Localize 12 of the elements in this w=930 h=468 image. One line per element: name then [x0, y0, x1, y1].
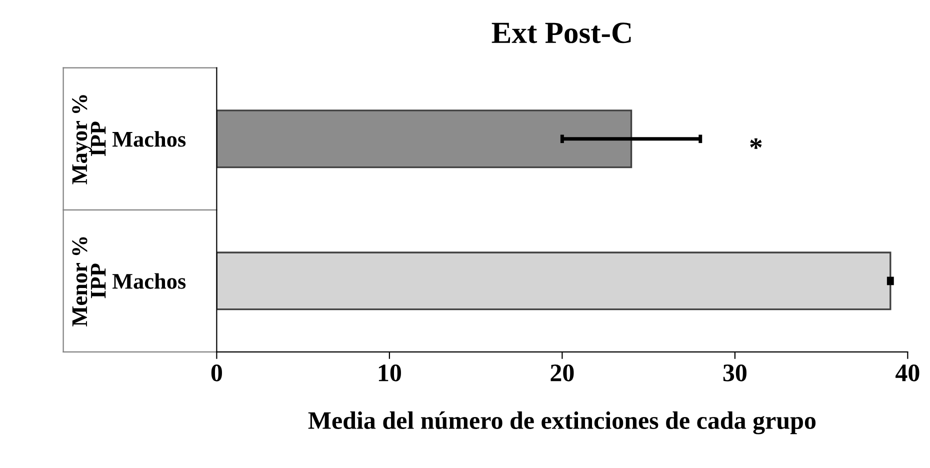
x-axis-title: Media del número de extinciones de cada grupo	[308, 411, 816, 434]
x-tick-label: 40	[896, 364, 920, 382]
x-tick-label: 0	[211, 364, 222, 382]
x-tick-label: 20	[550, 364, 574, 382]
x-tick-label: 10	[378, 364, 401, 382]
x-tick-label: 30	[723, 364, 746, 382]
text: Menor % IPP	[72, 237, 106, 326]
chart-title: Ext Post-C	[492, 22, 631, 44]
text: Mayor % IPP	[72, 95, 106, 184]
y-tick-label: Machos	[112, 131, 186, 147]
y-tick-label: Machos	[112, 273, 186, 289]
annotation: *	[750, 138, 762, 149]
